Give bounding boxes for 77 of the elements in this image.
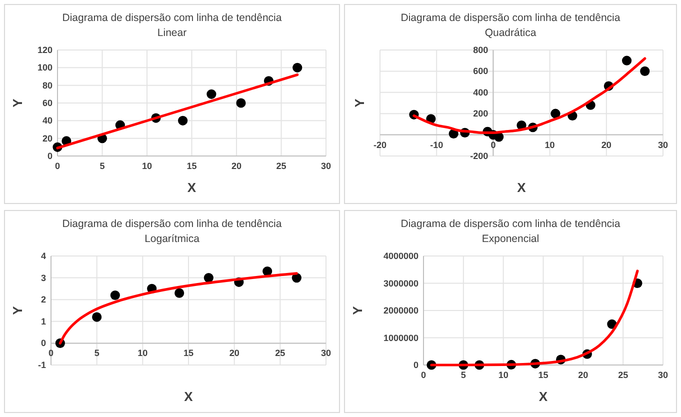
x-tick-label: 10 <box>138 348 148 358</box>
x-tick-label: 0 <box>54 161 60 171</box>
y-tick-label: 1000000 <box>383 332 418 343</box>
x-tick-label: 20 <box>601 140 612 150</box>
point <box>292 62 302 72</box>
x-tick-label: 30 <box>658 140 668 150</box>
x-tick-label: 15 <box>183 348 194 358</box>
y-tick-label: 100 <box>37 62 52 73</box>
point <box>550 108 560 118</box>
y-tick-label: 4000000 <box>383 251 418 261</box>
x-tick-label: 5 <box>94 348 100 358</box>
x-tick-label: 10 <box>498 370 508 380</box>
x-tick-label: 5 <box>460 370 466 380</box>
x-axis-title: X <box>184 389 194 404</box>
x-tick-label: 10 <box>544 140 555 150</box>
y-tick-label: 2 <box>40 294 46 305</box>
y-tick-label: -1 <box>38 360 46 370</box>
x-axis-title: X <box>538 389 548 404</box>
x-axis-title: X <box>187 180 196 195</box>
y-tick-label: 1 <box>40 316 46 326</box>
y-axis-title: Y <box>10 306 25 315</box>
point <box>174 288 184 298</box>
y-tick-label: 120 <box>37 45 52 55</box>
point <box>206 89 216 99</box>
y-tick-label: 0 <box>413 360 418 370</box>
y-tick-label: 400 <box>473 87 488 98</box>
y-axis-title: Y <box>350 306 365 315</box>
x-tick-label: 30 <box>320 161 332 171</box>
x-tick-label: 0 <box>490 140 496 150</box>
x-tick-label: 25 <box>276 161 286 171</box>
x-tick-label: 25 <box>618 370 628 380</box>
x-tick-label: -20 <box>373 140 387 150</box>
point <box>236 98 246 108</box>
chart-subtitle: Linear <box>157 27 188 39</box>
y-tick-label: 0 <box>47 151 52 161</box>
x-tick-label: 10 <box>142 161 152 171</box>
y-tick-label: 60 <box>42 98 52 108</box>
x-tick-label: 20 <box>231 161 242 171</box>
point <box>92 312 102 322</box>
y-tick-label: 0 <box>40 338 46 348</box>
x-tick-label: 30 <box>320 348 332 358</box>
chart-subtitle: Exponencial <box>482 233 540 245</box>
x-tick-label: 20 <box>229 348 240 358</box>
point <box>262 266 272 276</box>
x-tick-label: 30 <box>658 370 668 380</box>
chart-title: Diagrama de dispersão com linha de tendência <box>62 218 282 230</box>
y-tick-label: 40 <box>42 116 52 126</box>
y-tick-label: 80 <box>42 80 52 90</box>
y-tick-label: -200 <box>470 151 488 161</box>
y-tick-label: 2000000 <box>383 306 418 316</box>
point <box>622 56 632 66</box>
x-axis-title: X <box>517 180 526 195</box>
x-tick-label: 0 <box>420 370 426 380</box>
chart-subtitle: Quadrática <box>484 27 536 39</box>
y-tick-label: 3000000 <box>383 278 418 288</box>
chart-title: Diagrama de dispersão com linha de tendência <box>62 12 282 24</box>
y-tick-label: 20 <box>42 133 52 144</box>
x-tick-label: 20 <box>578 370 588 380</box>
y-tick-label: 200 <box>473 108 488 119</box>
chart-title: Diagrama de dispersão com linha de tendência <box>400 12 620 24</box>
point <box>204 273 214 283</box>
y-tick-label: 3 <box>40 272 46 283</box>
x-tick-label: 25 <box>275 348 286 358</box>
y-axis-title: Y <box>352 98 367 108</box>
chart-subtitle: Logarítmica <box>144 233 200 245</box>
y-tick-label: 4 <box>40 251 46 261</box>
x-tick-label: 5 <box>100 161 105 171</box>
x-tick-label: 15 <box>186 161 197 171</box>
point <box>640 66 650 76</box>
point <box>110 290 120 300</box>
point <box>178 116 188 126</box>
x-tick-label: -10 <box>430 140 444 150</box>
y-tick-label: 600 <box>473 66 488 76</box>
chart-title: Diagrama de dispersão com linha de tendência <box>400 218 620 230</box>
y-axis-title: Y <box>10 98 25 108</box>
x-tick-label: 15 <box>538 370 548 380</box>
y-tick-label: 800 <box>473 45 488 55</box>
